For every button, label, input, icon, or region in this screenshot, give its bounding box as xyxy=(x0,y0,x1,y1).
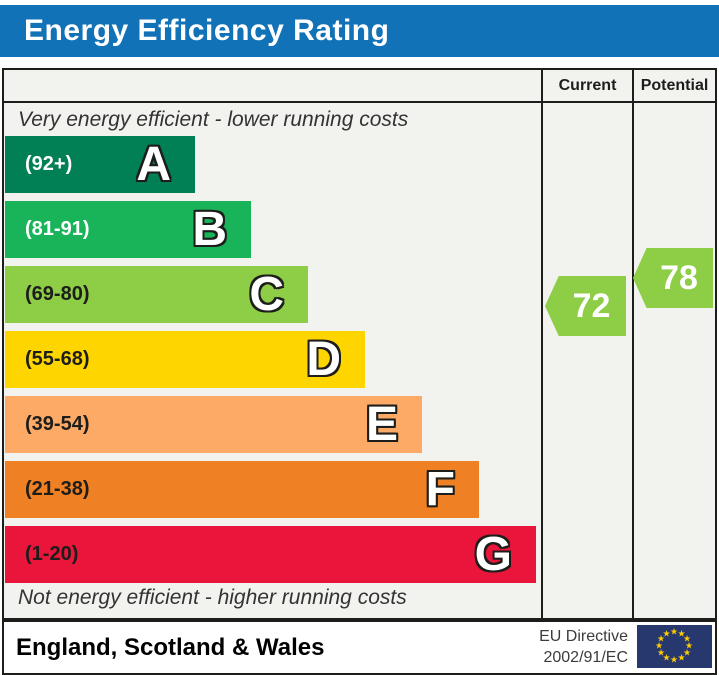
star-icon: ★ xyxy=(677,628,686,639)
star-icon: ★ xyxy=(682,647,692,658)
potential-column-divider xyxy=(632,70,634,618)
band-bar: (55-68) D xyxy=(5,331,365,388)
band-bar: (81-91) B xyxy=(5,201,251,258)
star-icon: ★ xyxy=(677,652,686,663)
footer: England, Scotland & Wales EU Directive 2… xyxy=(2,620,717,675)
star-icon: ★ xyxy=(669,654,679,665)
rating-table: Current Potential Very energy efficient … xyxy=(2,68,717,620)
column-header-current: Current xyxy=(558,76,617,94)
band-bar: (69-80) C xyxy=(5,266,308,323)
star-icon: ★ xyxy=(662,652,671,663)
band-row: (55-68) D xyxy=(5,331,536,388)
band-row: (39-54) E xyxy=(5,396,536,453)
band-bar: (39-54) E xyxy=(5,396,422,453)
band-row: (69-80) C xyxy=(5,266,536,323)
band-row: (81-91) B xyxy=(5,201,536,258)
bands-container: (92+) A (81-91) B (69-80) C (55-68) D (3… xyxy=(5,136,536,591)
header-row-divider xyxy=(4,101,715,103)
star-icon: ★ xyxy=(669,626,679,637)
caption-bottom: Not energy efficient - higher running co… xyxy=(18,586,407,609)
band-range-label: (81-91) xyxy=(25,218,90,240)
star-icon: ★ xyxy=(662,628,671,639)
star-icon: ★ xyxy=(684,640,694,651)
band-letter: D xyxy=(306,333,341,386)
star-icon: ★ xyxy=(656,647,666,658)
current-arrow: 72 xyxy=(545,276,626,336)
eu-directive-line2: 2002/91/EC xyxy=(543,649,628,666)
band-letter: E xyxy=(365,398,398,451)
eu-directive-text: EU Directive 2002/91/EC xyxy=(539,626,628,668)
band-range-label: (1-20) xyxy=(25,543,79,565)
band-bar: (1-20) G xyxy=(5,526,536,583)
band-row: (1-20) G xyxy=(5,526,536,583)
star-icon: ★ xyxy=(654,640,664,651)
star-icon: ★ xyxy=(656,633,666,644)
potential-arrow: 78 xyxy=(633,248,713,308)
title-bar: Energy Efficiency Rating xyxy=(0,5,719,57)
potential-value: 78 xyxy=(660,258,698,297)
caption-top: Very energy efficient - lower running co… xyxy=(18,108,409,131)
band-range-label: (39-54) xyxy=(25,413,90,435)
band-letter: C xyxy=(249,268,284,321)
current-value: 72 xyxy=(572,286,611,325)
band-bar: (92+) A xyxy=(5,136,195,193)
band-row: (92+) A xyxy=(5,136,536,193)
current-column-divider xyxy=(541,70,543,618)
band-row: (21-38) F xyxy=(5,461,536,518)
region-label: England, Scotland & Wales xyxy=(16,633,325,661)
eu-flag-icon: ★ ★ ★ ★ ★ ★ ★ ★ ★ ★ ★ ★ xyxy=(637,625,712,668)
band-range-label: (69-80) xyxy=(25,283,90,305)
band-bar: (21-38) F xyxy=(5,461,479,518)
star-icon: ★ xyxy=(682,633,692,644)
column-header-potential: Potential xyxy=(640,76,709,94)
eu-directive-line1: EU Directive xyxy=(539,628,628,645)
page-title: Energy Efficiency Rating xyxy=(24,14,390,47)
band-letter: B xyxy=(192,203,227,256)
band-range-label: (92+) xyxy=(25,153,73,175)
band-letter: A xyxy=(136,138,171,191)
band-letter: F xyxy=(425,463,455,516)
band-range-label: (21-38) xyxy=(25,478,90,500)
band-letter: G xyxy=(474,528,512,581)
band-range-label: (55-68) xyxy=(25,348,90,370)
